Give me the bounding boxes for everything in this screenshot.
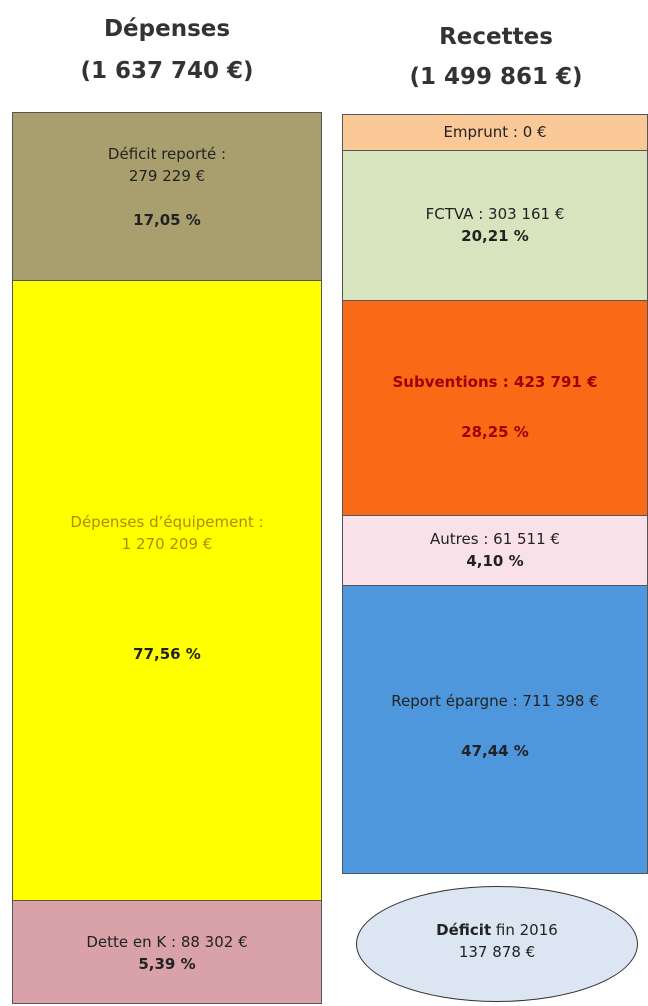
segment-label: Dette en K : 88 302 € xyxy=(86,933,248,951)
column-total: (1 499 861 €) xyxy=(409,64,583,90)
deficit-suffix: fin 2016 xyxy=(495,921,558,939)
deficit-amount: 137 878 € xyxy=(458,943,536,961)
segment-label: Report épargne : 711 398 € xyxy=(391,692,599,710)
column-title: Dépenses xyxy=(103,16,231,42)
segment-label: Dépenses d’équipement : xyxy=(70,513,264,531)
segment: Emprunt : 0 € xyxy=(342,114,648,151)
segment-percent: 4,10 % xyxy=(466,552,524,570)
segment: Déficit reporté : 279 229 € 17,05 % xyxy=(12,112,322,281)
segment-percent: 28,25 % xyxy=(461,423,529,441)
segment: FCTVA : 303 161 € 20,21 % xyxy=(342,150,648,301)
column-total: (1 637 740 €) xyxy=(80,58,254,84)
segment-label: Autres : 61 511 € xyxy=(430,530,560,548)
segment-percent: 77,56 % xyxy=(133,645,201,663)
segment: Dépenses d’équipement : 1 270 209 € 77,5… xyxy=(12,280,322,901)
segment-label: Déficit reporté : xyxy=(107,145,227,163)
segment-label: Emprunt : 0 € xyxy=(443,123,547,141)
segment: Subventions : 423 791 € 28,25 % xyxy=(342,300,648,516)
segment-amount: 1 270 209 € xyxy=(121,535,213,553)
deficit-ellipse: Déficit fin 2016 137 878 € xyxy=(356,886,638,1002)
segment-percent: 47,44 % xyxy=(461,742,529,760)
segment-amount: 279 229 € xyxy=(128,167,206,185)
deficit-label: Déficit xyxy=(436,921,492,939)
segment-percent: 20,21 % xyxy=(461,227,529,245)
segment: Report épargne : 711 398 € 47,44 % xyxy=(342,585,648,874)
segment-percent: 17,05 % xyxy=(133,211,201,229)
segment-label: FCTVA : 303 161 € xyxy=(425,205,565,223)
segment-percent: 5,39 % xyxy=(138,955,196,973)
segment: Dette en K : 88 302 € 5,39 % xyxy=(12,900,322,1004)
column-title: Recettes xyxy=(439,24,553,50)
segment-label: Subventions : 423 791 € xyxy=(392,373,598,391)
segment: Autres : 61 511 € 4,10 % xyxy=(342,515,648,586)
